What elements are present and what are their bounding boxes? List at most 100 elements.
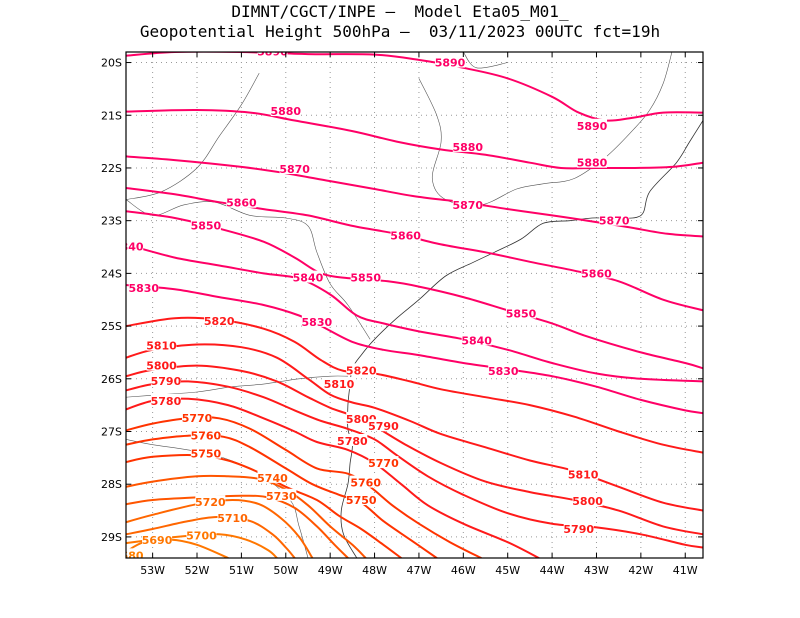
contour-label-bg: [572, 494, 603, 507]
contour-label: 5850: [191, 219, 222, 232]
contour-label: 5730: [266, 490, 297, 503]
contour-label: 5890: [257, 45, 288, 58]
lat-tick-label: 24S: [101, 267, 122, 280]
contour-label-bg: [279, 162, 310, 175]
contour-label-bg: [126, 239, 144, 252]
political-boundaries: [126, 52, 703, 558]
contour-label: 5840: [113, 240, 144, 253]
contour-label: 5690: [142, 534, 173, 547]
contour-label: 5790: [563, 523, 594, 536]
lon-tick-label: 42W: [628, 564, 653, 577]
contour-labels: 5890 5890 5890 5880 5880 5880 5870 5870 5870 5860…: [113, 45, 630, 562]
contour-line-5810: [126, 343, 703, 512]
contour-label-bg: [142, 533, 173, 546]
contour-label: 5760: [350, 477, 381, 490]
contour-label-bg: [128, 281, 159, 294]
contour-label: 5890: [577, 120, 608, 133]
lat-lon-grid: [126, 52, 703, 558]
lon-tick-label: 48W: [362, 564, 387, 577]
contour-label: 5810: [146, 340, 177, 353]
contour-label: 5870: [279, 163, 310, 176]
contour-line-5790: [126, 380, 703, 549]
contour-line-5870: [126, 155, 703, 238]
contour-label-bg: [577, 118, 608, 131]
contour-label-bg: [599, 213, 630, 226]
contour-line-5780: [126, 397, 540, 558]
contour-label: 5780: [151, 395, 182, 408]
contour-label: 5810: [324, 378, 355, 391]
contour-label: 5680: [113, 549, 144, 562]
lat-tick-label: 22S: [101, 162, 122, 175]
contour-label: 5790: [151, 375, 182, 388]
state-border: [126, 72, 260, 200]
lat-tick-label: 29S: [101, 531, 122, 544]
contour-label-bg: [292, 270, 323, 283]
contour-label-bg: [346, 363, 377, 376]
contour-label-bg: [568, 467, 599, 480]
height-contours: [126, 52, 703, 558]
contour-label-bg: [577, 155, 608, 168]
lat-tick-label: 25S: [101, 320, 122, 333]
contour-label-bg: [324, 377, 355, 390]
contour-line-5860: [126, 187, 703, 312]
contour-label-bg: [368, 456, 399, 469]
contour-label-bg: [257, 470, 288, 483]
map-title-line-2: Geopotential Height 500hPa – 03/11/2023 …: [139, 22, 661, 41]
contour-label: 5770: [182, 412, 213, 425]
contour-line-5740: [126, 474, 367, 558]
contour-label: 5800: [572, 495, 603, 508]
contour-label: 5780: [337, 435, 368, 448]
contour-label: 5830: [128, 282, 159, 295]
lat-tick-label: 21S: [101, 109, 122, 122]
contour-label-bg: [390, 228, 421, 241]
contour-label: 5870: [452, 199, 483, 212]
contour-line-5850: [126, 210, 703, 370]
contour-label-bg: [563, 522, 594, 535]
contour-label-bg: [435, 55, 466, 68]
lon-tick-label: 43W: [584, 564, 609, 577]
contour-label-bg: [182, 410, 213, 423]
contour-line-5830: [126, 284, 703, 415]
contour-label-bg: [150, 373, 181, 386]
contour-label: 5770: [368, 457, 399, 470]
contour-label-bg: [346, 493, 377, 506]
lon-tick-label: 51W: [229, 564, 254, 577]
lon-tick-label: 50W: [273, 564, 298, 577]
contour-label: 5850: [350, 272, 381, 285]
contour-label-bg: [488, 363, 519, 376]
lat-tick-label: 20S: [101, 57, 122, 70]
contour-label-bg: [226, 195, 257, 208]
contour-label-bg: [146, 338, 177, 351]
contour-label-bg: [452, 197, 483, 210]
contour-label: 5700: [186, 529, 217, 542]
contour-label-bg: [204, 313, 235, 326]
contour-label: 5720: [195, 496, 226, 509]
state-border: [463, 52, 508, 69]
contour-label-bg: [506, 306, 537, 319]
lon-tick-label: 52W: [185, 564, 210, 577]
contour-label: 5750: [346, 494, 377, 507]
contour-label-bg: [350, 270, 381, 283]
contour-label: 5840: [293, 272, 324, 285]
map-frame: [125, 51, 704, 559]
contour-label-bg: [190, 218, 221, 231]
contour-line-5720: [126, 499, 314, 558]
contour-label-bg: [257, 52, 288, 57]
contour-label: 5710: [217, 512, 248, 525]
contour-label-bg: [368, 419, 399, 432]
contour-line-5760: [126, 434, 438, 558]
contour-label-bg: [150, 393, 181, 406]
coastline: [340, 120, 703, 558]
contour-label-bg: [337, 433, 368, 446]
contour-label: 5750: [191, 448, 222, 461]
lon-tick-label: 47W: [407, 564, 432, 577]
contour-label-bg: [301, 314, 332, 327]
contour-label: 5890: [435, 57, 466, 70]
contour-label: 5830: [302, 316, 333, 329]
lon-tick-label: 46W: [451, 564, 476, 577]
lon-tick-label: 41W: [673, 564, 698, 577]
contour-label-bg: [126, 548, 144, 558]
contour-label: 5870: [599, 215, 630, 228]
contour-line-5820: [126, 316, 703, 454]
